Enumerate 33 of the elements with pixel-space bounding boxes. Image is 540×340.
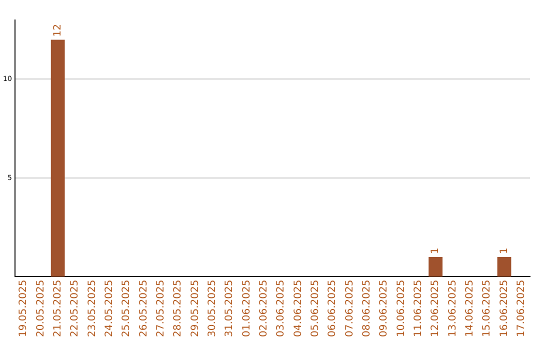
x-tick-label: 13.06.2025	[447, 280, 458, 338]
x-tick-label: 10.06.2025	[396, 280, 407, 338]
x-tick-label: 05.06.2025	[310, 280, 321, 338]
x-tick-label: 19.05.2025	[18, 280, 30, 338]
x-tick-label: 27.05.2025	[155, 280, 166, 338]
x-tick-label: 23.05.2025	[86, 280, 98, 338]
x-tick-label: 29.05.2025	[190, 280, 201, 338]
x-tick-label: 28.05.2025	[172, 280, 184, 338]
x-tick-label: 26.05.2025	[138, 280, 150, 338]
x-tick-label: 08.06.2025	[361, 280, 372, 338]
data-label: 1	[430, 248, 442, 254]
data-label: 1	[498, 248, 510, 254]
x-tick-label: 02.06.2025	[258, 280, 270, 338]
x-tick-label: 14.06.2025	[464, 280, 476, 338]
x-tick-label: 04.06.2025	[292, 280, 304, 338]
x-tick-label: 09.06.2025	[378, 280, 390, 338]
x-tick-label: 22.05.2025	[70, 280, 81, 338]
data-label: 12	[52, 24, 64, 37]
x-tick-label: 24.05.2025	[104, 280, 115, 338]
x-tick-label: 03.06.2025	[276, 280, 287, 338]
x-tick-label: 30.05.2025	[206, 280, 218, 338]
x-tick-label: 17.06.2025	[516, 280, 528, 338]
x-tick-label: 12.06.2025	[430, 280, 442, 338]
x-tick-label: 25.05.2025	[121, 280, 132, 338]
x-tick-label: 07.06.2025	[344, 280, 356, 338]
x-tick-label: 20.05.2025	[35, 280, 46, 338]
x-tick-label: 15.06.2025	[482, 280, 493, 338]
x-tick-label: 16.06.2025	[498, 280, 510, 338]
x-tick-label: 06.06.2025	[327, 280, 338, 338]
x-tick-label: 31.05.2025	[224, 280, 236, 338]
x-tick-label: 21.05.2025	[52, 280, 64, 338]
x-tick-label: 01.06.2025	[241, 280, 252, 338]
x-tick-label: 11.06.2025	[412, 280, 424, 338]
